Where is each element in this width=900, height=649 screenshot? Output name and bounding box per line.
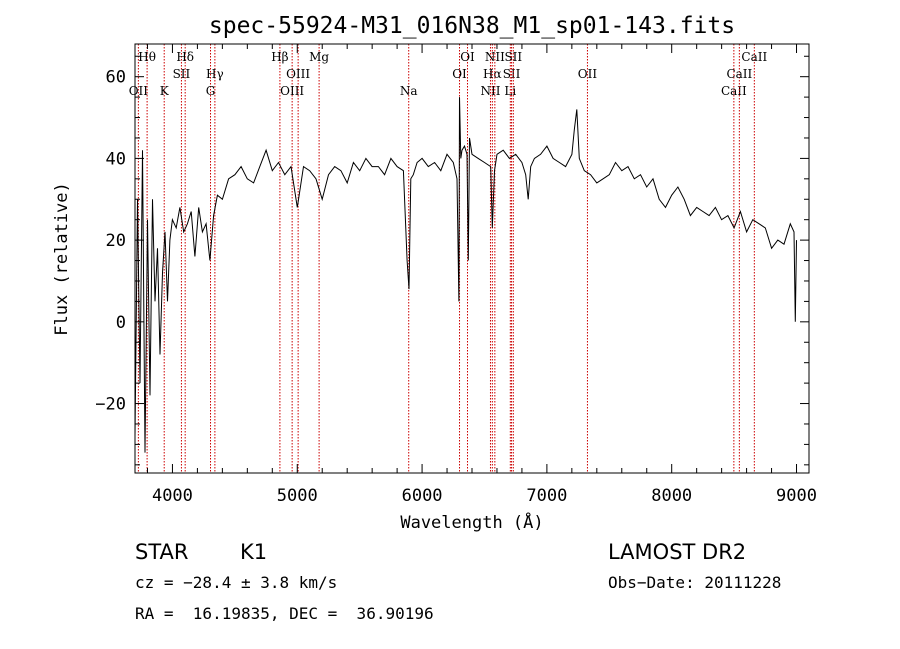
line-marker-label: SII [504, 50, 522, 64]
plot-frame [134, 43, 810, 474]
line-marker-label: SII [503, 67, 521, 81]
line-marker-label: OII [129, 84, 149, 98]
ra-dec-coordinates: RA = 16.19835, DEC = 36.90196 [135, 604, 434, 623]
line-marker-label: OI [460, 50, 475, 64]
spectral-subclass: K1 [240, 540, 268, 564]
line-marker-label: G [206, 84, 216, 98]
x-axis: 4000 5000 6000 7000 8000 9000 [146, 44, 817, 506]
line-marker-label: Hβ [271, 50, 288, 64]
y-tick-label: 0 [116, 313, 126, 333]
line-marker-label: NII [485, 50, 505, 64]
line-marker-label: OIII [280, 84, 304, 98]
line-marker-label: Hα [483, 67, 502, 81]
survey-name: LAMOST DR2 [608, 540, 747, 564]
y-tick-label: −20 [95, 395, 126, 415]
redshift-cz: cz = −28.4 ± 3.8 km/s [135, 573, 338, 592]
line-marker-label: CaII [741, 50, 767, 64]
observation-date: Obs−Date: 20111228 [608, 573, 782, 592]
y-tick-label: 20 [106, 231, 126, 251]
y-axis-label: Flux (relative) [52, 182, 72, 336]
x-tick-label: 5000 [277, 486, 318, 506]
line-marker-label: K [160, 84, 170, 98]
y-axis: −20 0 20 40 60 [95, 55, 809, 466]
line-marker-label: Mg [309, 50, 329, 64]
line-marker-label: OI [452, 67, 467, 81]
y-tick-label: 60 [106, 68, 126, 88]
x-tick-label: 9000 [776, 486, 817, 506]
line-marker-label: SII [173, 67, 191, 81]
spectrum-series [134, 97, 797, 453]
line-marker-label: Na [400, 84, 418, 98]
x-tick-label: 7000 [526, 486, 567, 506]
chart-title: spec-55924-M31_016N38_M1_sp01-143.fits [209, 13, 735, 39]
line-marker-label: CaII [726, 67, 752, 81]
x-tick-label: 6000 [402, 486, 443, 506]
line-marker-label: Hθ [138, 50, 156, 64]
emission-line-markers: OIIHθKSIIHδGHγHβOIIIOIIIMgNaOIOINIIHαNII… [129, 44, 767, 473]
line-marker-label: Hδ [176, 50, 194, 64]
x-axis-label: Wavelength (Å) [400, 511, 543, 533]
x-tick-label: 4000 [152, 486, 193, 506]
line-marker-label: OIII [286, 67, 310, 81]
line-marker-label: Li [504, 84, 516, 98]
line-marker-label: OII [578, 67, 598, 81]
spectral-class: STAR [135, 540, 189, 564]
line-marker-label: Hγ [206, 67, 224, 81]
line-marker-label: CaII [721, 84, 747, 98]
x-tick-label: 8000 [651, 486, 692, 506]
line-marker-label: NII [480, 84, 500, 98]
y-tick-label: 40 [106, 149, 126, 169]
